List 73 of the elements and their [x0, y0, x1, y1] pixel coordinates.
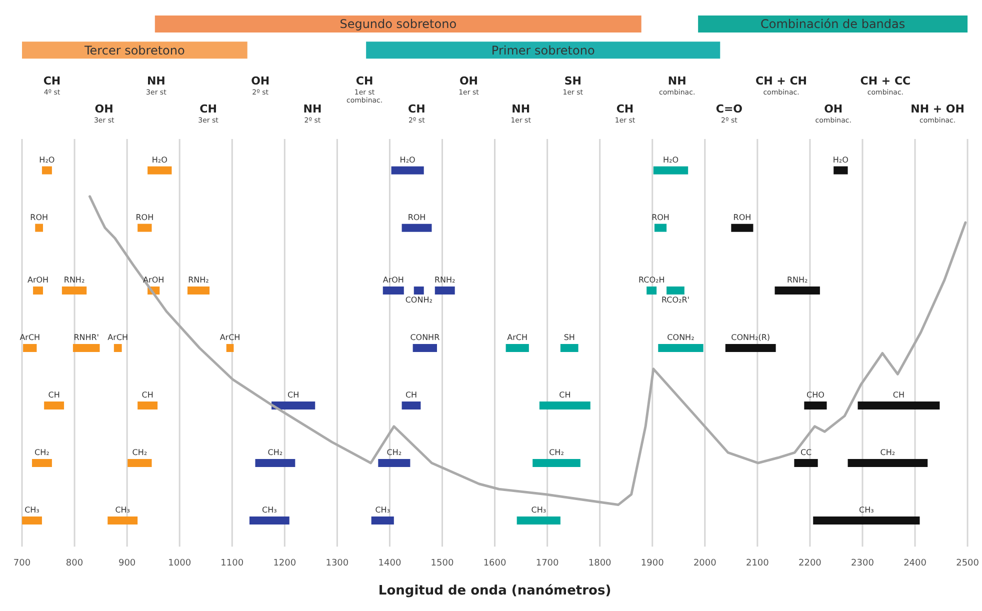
series-label: CH [892, 390, 905, 400]
series-label: CH₂ [132, 448, 148, 458]
x-tick-label: 1100 [220, 558, 244, 568]
series-label: ROH [652, 212, 670, 222]
series-label: ArOH [143, 276, 164, 285]
series-label: H₂O [832, 155, 848, 164]
series-label: ArOH [27, 276, 49, 285]
series-label: CH₂ [386, 448, 402, 458]
series-label: Primer sobretono [491, 43, 595, 58]
series-label: CH₂ [549, 448, 564, 458]
series-label: CH [288, 390, 300, 400]
x-tick-label: 2500 [956, 558, 980, 568]
x-tick-label: 1000 [168, 558, 192, 568]
x-tick-label: 700 [13, 558, 31, 568]
x-axis-title: Longitud de onda (nanómetros) [378, 584, 612, 599]
series-label: H₂O [39, 155, 55, 164]
series-label: RNH₂ [786, 276, 808, 285]
x-tick-label: 2400 [904, 558, 927, 568]
series-label: ArCH [20, 333, 40, 342]
series-label: CH [48, 390, 60, 400]
x-tick-label: 1600 [483, 558, 506, 568]
series-label: CH₃ [859, 506, 874, 515]
series-label: SH [564, 333, 575, 342]
x-tick-label: 1200 [273, 558, 296, 568]
series-label: CONHR [410, 333, 440, 342]
x-tick-label: 1900 [640, 558, 664, 568]
series-label: CC [800, 448, 812, 458]
series-label: CH₃ [262, 506, 277, 515]
series-label: CH₂ [268, 448, 283, 458]
series-label: ArCH [507, 333, 528, 342]
x-tick-label: 2300 [851, 558, 874, 568]
series-label: CH₃ [531, 506, 546, 515]
series-label: Tercer sobretono [84, 43, 185, 58]
series-label: ROH [733, 212, 752, 222]
series-label: RCO₂H [638, 276, 665, 285]
series-label: H₂O [662, 155, 679, 164]
x-tick-label: 2200 [798, 558, 822, 568]
series-label: H₂O [152, 155, 168, 164]
series-label: CONH₂ [667, 333, 694, 342]
series-label: CH [142, 390, 154, 400]
series-label: CH₂ [34, 448, 50, 458]
series-label: RNHR' [74, 333, 100, 342]
series-label: RNH₂ [188, 276, 209, 285]
x-tick-label: 800 [66, 558, 84, 568]
x-tick-label: 1300 [326, 558, 349, 568]
x-tick-label: 1800 [588, 558, 612, 568]
x-tick-label: 2000 [693, 558, 717, 568]
series-label: CH₃ [115, 506, 130, 515]
series-label: ROH [30, 212, 48, 222]
series-label: ArCH [108, 333, 128, 342]
series-label: CH [559, 390, 571, 400]
series-label: CH₂ [880, 448, 896, 458]
series-label: CH₃ [24, 506, 40, 515]
series-label: RNH₂ [434, 276, 456, 285]
series-label: CH₃ [375, 506, 390, 515]
x-tick-label: 900 [118, 558, 136, 568]
series-label: ArCH [220, 333, 240, 342]
series-label: Segundo sobretono [340, 17, 457, 32]
series-label: RCO₂R' [661, 296, 690, 305]
series-label: ArOH [382, 276, 404, 285]
series-label: H₂O [400, 155, 416, 164]
series-label: CH [405, 390, 418, 400]
x-tick-label: 1700 [536, 558, 560, 568]
series-label: ROH [408, 212, 426, 222]
series-label: Combinación de bandas [760, 17, 906, 32]
series-label: ROH [136, 212, 154, 222]
x-tick-label: 2100 [746, 558, 770, 568]
series-label: CONH₂ [405, 296, 432, 305]
x-tick-label: 1400 [378, 558, 402, 568]
series-label: CHO [806, 390, 824, 400]
series-label: RNH₂ [64, 276, 85, 285]
series-label: CONH₂(R) [731, 333, 770, 342]
x-tick-label: 1500 [430, 558, 454, 568]
